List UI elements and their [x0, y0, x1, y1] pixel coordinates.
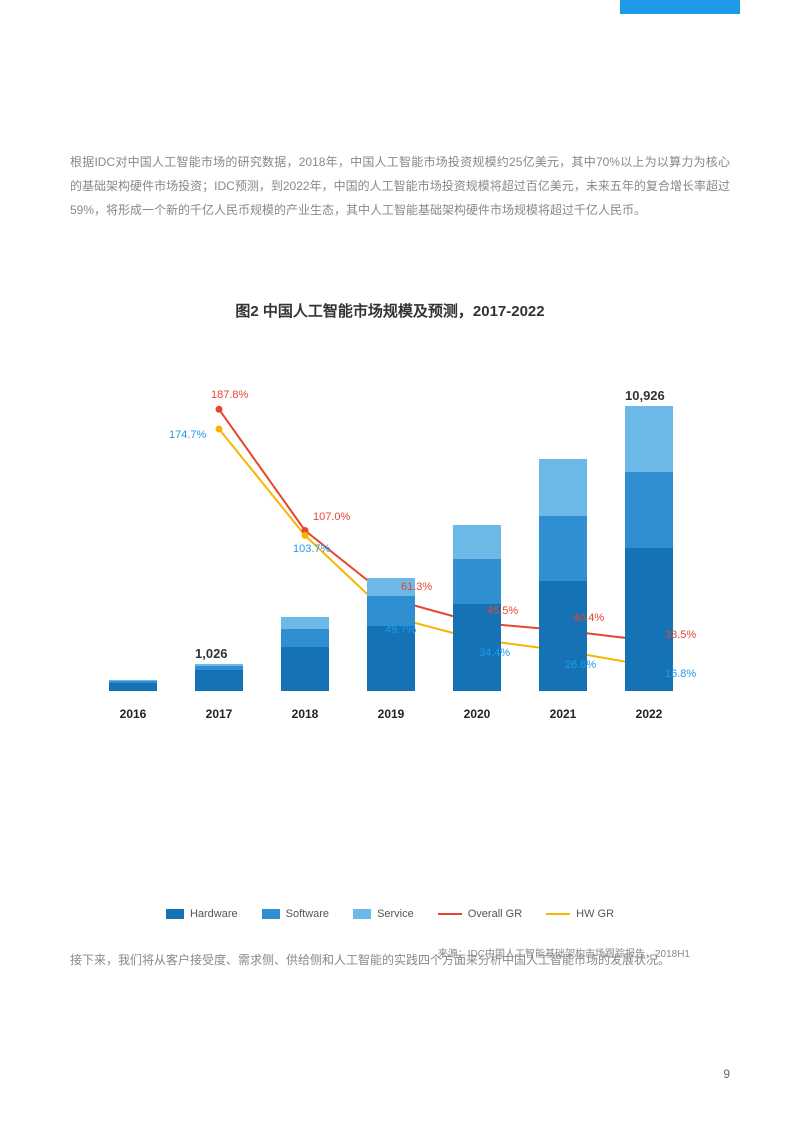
line-marker — [302, 527, 309, 534]
bar-segment — [625, 472, 673, 548]
legend-label: Service — [377, 908, 414, 920]
bar-group — [281, 617, 329, 691]
legend-swatch-box — [353, 909, 371, 919]
bar-group — [195, 664, 243, 691]
page-number: 9 — [723, 1067, 730, 1081]
bar-segment — [539, 516, 587, 581]
line-point-label: 34.4% — [479, 647, 510, 659]
outro-paragraph: 接下来，我们将从客户接受度、需求侧、供给侧和人工智能的实践四个方面来分析中国人工… — [70, 950, 730, 972]
x-axis-label: 2018 — [275, 707, 335, 721]
x-axis-label: 2021 — [533, 707, 593, 721]
bar-segment — [281, 629, 329, 647]
line-marker — [216, 425, 223, 432]
legend-swatch-box — [262, 909, 280, 919]
line-point-label: 33.5% — [665, 629, 696, 641]
legend-swatch-box — [166, 909, 184, 919]
legend-label: Software — [286, 908, 329, 920]
line-point-label: 187.8% — [211, 389, 248, 401]
x-axis-label: 2016 — [103, 707, 163, 721]
chart-title: 图2 中国人工智能市场规模及预测，2017-2022 — [90, 300, 690, 321]
chart-body: 2016 2017 2018 2019 2020 2021 2022 1,026 10,926 1… — [90, 361, 690, 721]
line-point-label: 103.7% — [293, 543, 330, 555]
bar-group — [539, 459, 587, 691]
legend-label: Overall GR — [468, 908, 522, 920]
chart-legend: Hardware Software Service Overall GR HW GR — [90, 908, 690, 920]
bar-segment — [453, 525, 501, 559]
line-point-label: 49.7% — [385, 624, 416, 636]
line-point-label: 61.3% — [401, 581, 432, 593]
intro-paragraph-container: 根据IDC对中国人工智能市场的研究数据，2018年，中国人工智能市场投资规模约2… — [70, 150, 730, 222]
bar-segment — [539, 459, 587, 516]
bar-segment — [281, 617, 329, 628]
legend-item: HW GR — [546, 908, 614, 920]
legend-item: Software — [262, 908, 329, 920]
bar-group — [109, 680, 157, 691]
x-axis-label: 2017 — [189, 707, 249, 721]
legend-item: Hardware — [166, 908, 238, 920]
bar-segment — [453, 559, 501, 603]
line-point-label: 174.7% — [169, 429, 206, 441]
line-point-label: 26.8% — [565, 659, 596, 671]
x-axis-label: 2020 — [447, 707, 507, 721]
x-axis-label: 2019 — [361, 707, 421, 721]
bar-annotation: 10,926 — [625, 388, 665, 403]
legend-item: Overall GR — [438, 908, 522, 920]
line-point-label: 16.8% — [665, 668, 696, 680]
bar-segment — [539, 581, 587, 691]
line-point-label: 107.0% — [313, 511, 350, 523]
legend-label: HW GR — [576, 908, 614, 920]
header-accent-bar — [620, 0, 740, 14]
x-axis-label: 2022 — [619, 707, 679, 721]
line-point-label: 45.5% — [487, 605, 518, 617]
legend-swatch-line — [438, 913, 462, 915]
legend-label: Hardware — [190, 908, 238, 920]
legend-item: Service — [353, 908, 414, 920]
bar-segment — [367, 596, 415, 626]
bar-group — [625, 406, 673, 691]
bar-segment — [195, 670, 243, 691]
bar-segment — [281, 647, 329, 691]
line-marker — [302, 532, 309, 539]
line-point-label: 40.4% — [573, 612, 604, 624]
intro-paragraph: 根据IDC对中国人工智能市场的研究数据，2018年，中国人工智能市场投资规模约2… — [70, 150, 730, 222]
chart-container: 图2 中国人工智能市场规模及预测，2017-2022 2016201720182… — [90, 300, 690, 840]
line-marker — [216, 406, 223, 413]
bar-segment — [109, 683, 157, 691]
bar-annotation: 1,026 — [195, 646, 228, 661]
bar-segment — [625, 406, 673, 472]
legend-swatch-line — [546, 913, 570, 915]
